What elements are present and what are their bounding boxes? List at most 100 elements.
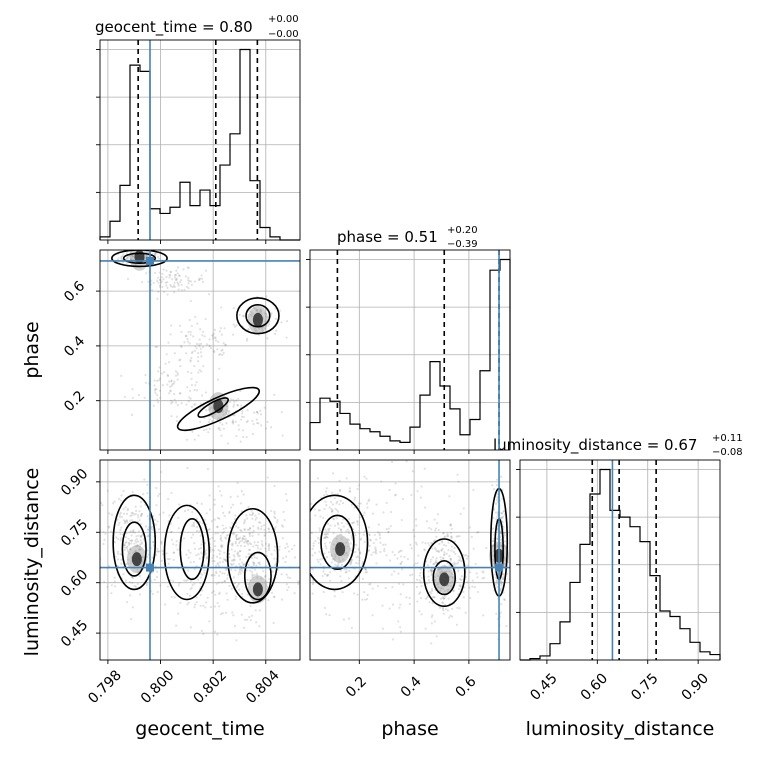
sample-point bbox=[325, 536, 329, 539]
sample-point bbox=[195, 342, 199, 346]
sample-point bbox=[202, 604, 205, 607]
sample-point bbox=[132, 513, 136, 516]
sample-point bbox=[129, 562, 132, 565]
sample-point bbox=[255, 329, 258, 332]
sample-point bbox=[213, 413, 217, 416]
sample-point bbox=[139, 548, 143, 551]
sample-point bbox=[232, 398, 235, 401]
sample-point bbox=[432, 596, 436, 599]
sample-point bbox=[211, 407, 214, 410]
sample-point bbox=[442, 597, 445, 600]
sample-point bbox=[243, 520, 246, 523]
sample-point bbox=[441, 587, 445, 590]
sample-point bbox=[347, 530, 350, 533]
sample-point bbox=[211, 334, 214, 337]
sample-point bbox=[340, 530, 343, 533]
sample-point bbox=[193, 438, 196, 441]
sample-point bbox=[219, 613, 223, 616]
sample-point bbox=[246, 578, 249, 582]
sample-point bbox=[202, 429, 206, 432]
sample-point bbox=[336, 564, 339, 567]
sample-point bbox=[217, 574, 221, 577]
sample-point bbox=[174, 273, 177, 276]
sample-point bbox=[217, 548, 220, 552]
sample-point bbox=[227, 412, 230, 415]
sample-point bbox=[94, 573, 96, 575]
sample-point bbox=[425, 520, 429, 523]
sample-point bbox=[249, 313, 252, 317]
sample-point bbox=[125, 519, 129, 523]
sample-point bbox=[243, 522, 246, 525]
sample-point bbox=[183, 579, 186, 582]
sample-point bbox=[173, 276, 176, 279]
sample-point bbox=[216, 562, 219, 565]
sample-point bbox=[224, 536, 227, 539]
sample-point bbox=[129, 547, 132, 550]
sample-point bbox=[261, 544, 264, 547]
sample-point bbox=[185, 579, 188, 583]
sample-point bbox=[232, 405, 235, 408]
sample-point bbox=[201, 334, 204, 337]
sample-point bbox=[428, 581, 431, 584]
sample-point bbox=[136, 514, 140, 517]
sample-point bbox=[259, 547, 262, 550]
sample-point bbox=[331, 491, 334, 494]
sample-point bbox=[420, 485, 423, 488]
sample-point bbox=[450, 545, 453, 548]
sample-point bbox=[135, 544, 138, 548]
sample-point bbox=[436, 583, 439, 586]
sample-point bbox=[146, 549, 149, 552]
sample-point bbox=[190, 283, 193, 287]
sample-point bbox=[431, 596, 434, 599]
sample-point bbox=[197, 279, 201, 282]
sample-point bbox=[140, 514, 143, 517]
sample-point bbox=[139, 543, 142, 546]
sample-point bbox=[349, 542, 352, 545]
x-tick-label: 0.4 bbox=[398, 674, 425, 701]
sample-point bbox=[427, 578, 430, 582]
sample-point bbox=[337, 527, 340, 530]
sample-point bbox=[160, 540, 163, 543]
sample-point bbox=[323, 573, 327, 576]
sample-point bbox=[325, 532, 328, 536]
sample-point bbox=[125, 512, 129, 515]
sample-point bbox=[469, 596, 472, 600]
sample-point bbox=[394, 493, 398, 496]
sample-point bbox=[144, 525, 148, 528]
sample-point bbox=[495, 579, 498, 583]
sample-point bbox=[161, 384, 165, 387]
sample-point bbox=[329, 571, 332, 574]
sample-point bbox=[366, 593, 369, 596]
sample-point bbox=[124, 520, 127, 524]
sample-point bbox=[397, 582, 401, 585]
sample-point bbox=[250, 614, 254, 617]
sample-point bbox=[189, 561, 192, 564]
sample-point bbox=[199, 351, 203, 354]
sample-point bbox=[430, 615, 433, 619]
sample-point bbox=[215, 570, 218, 573]
sample-point bbox=[169, 283, 172, 287]
sample-point bbox=[126, 521, 129, 524]
sample-point bbox=[199, 347, 202, 350]
sample-point bbox=[193, 280, 196, 283]
sample-point bbox=[496, 496, 499, 499]
sample-point bbox=[430, 573, 433, 577]
sample-point bbox=[163, 603, 167, 606]
sample-point bbox=[219, 534, 222, 537]
plot-layer: 0.20.40.60.450.600.750.900.798 0.800 0.802… bbox=[58, 39, 721, 707]
sample-point bbox=[150, 525, 154, 528]
sample-point bbox=[246, 409, 249, 412]
sample-point bbox=[399, 626, 402, 629]
sample-point bbox=[199, 572, 203, 575]
sample-point bbox=[317, 560, 320, 563]
sample-point bbox=[341, 502, 345, 505]
sample-point bbox=[231, 542, 234, 545]
y-tick-label: 0.6 bbox=[61, 278, 88, 305]
title-geocent-time-sup: +0.00 bbox=[268, 14, 299, 25]
sample-point bbox=[464, 611, 467, 614]
sample-point bbox=[274, 317, 277, 321]
sample-point bbox=[160, 559, 163, 562]
sample-point bbox=[169, 399, 173, 402]
sample-point bbox=[221, 611, 224, 615]
sample-point bbox=[192, 533, 195, 536]
